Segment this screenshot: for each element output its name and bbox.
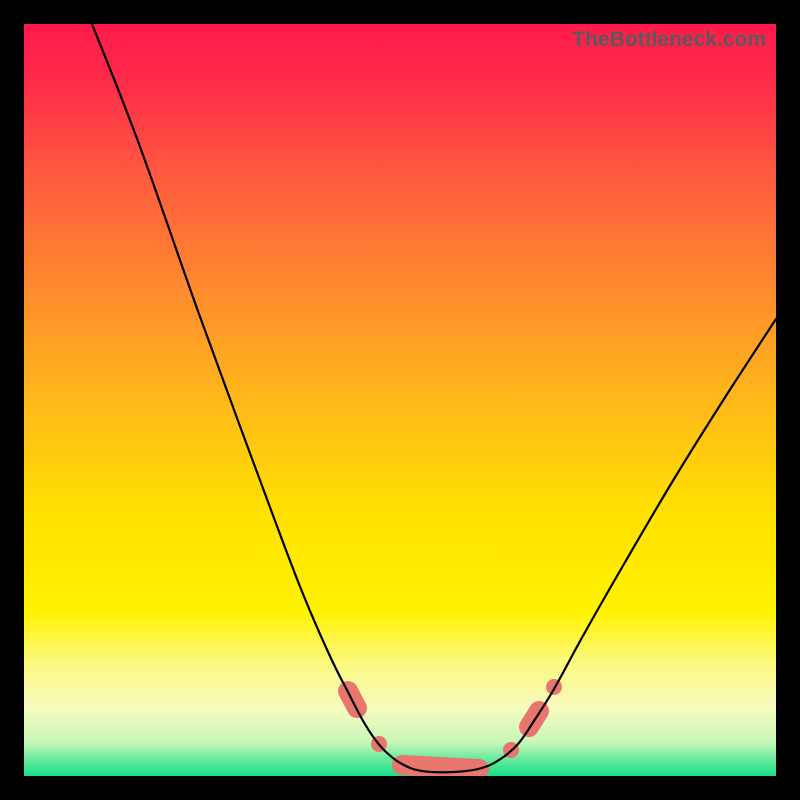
plot-area: TheBottleneck.com (24, 24, 776, 776)
outer-frame: TheBottleneck.com (0, 0, 800, 800)
v-curve (92, 24, 776, 772)
markers-group (348, 679, 562, 769)
curve-layer (24, 24, 776, 776)
